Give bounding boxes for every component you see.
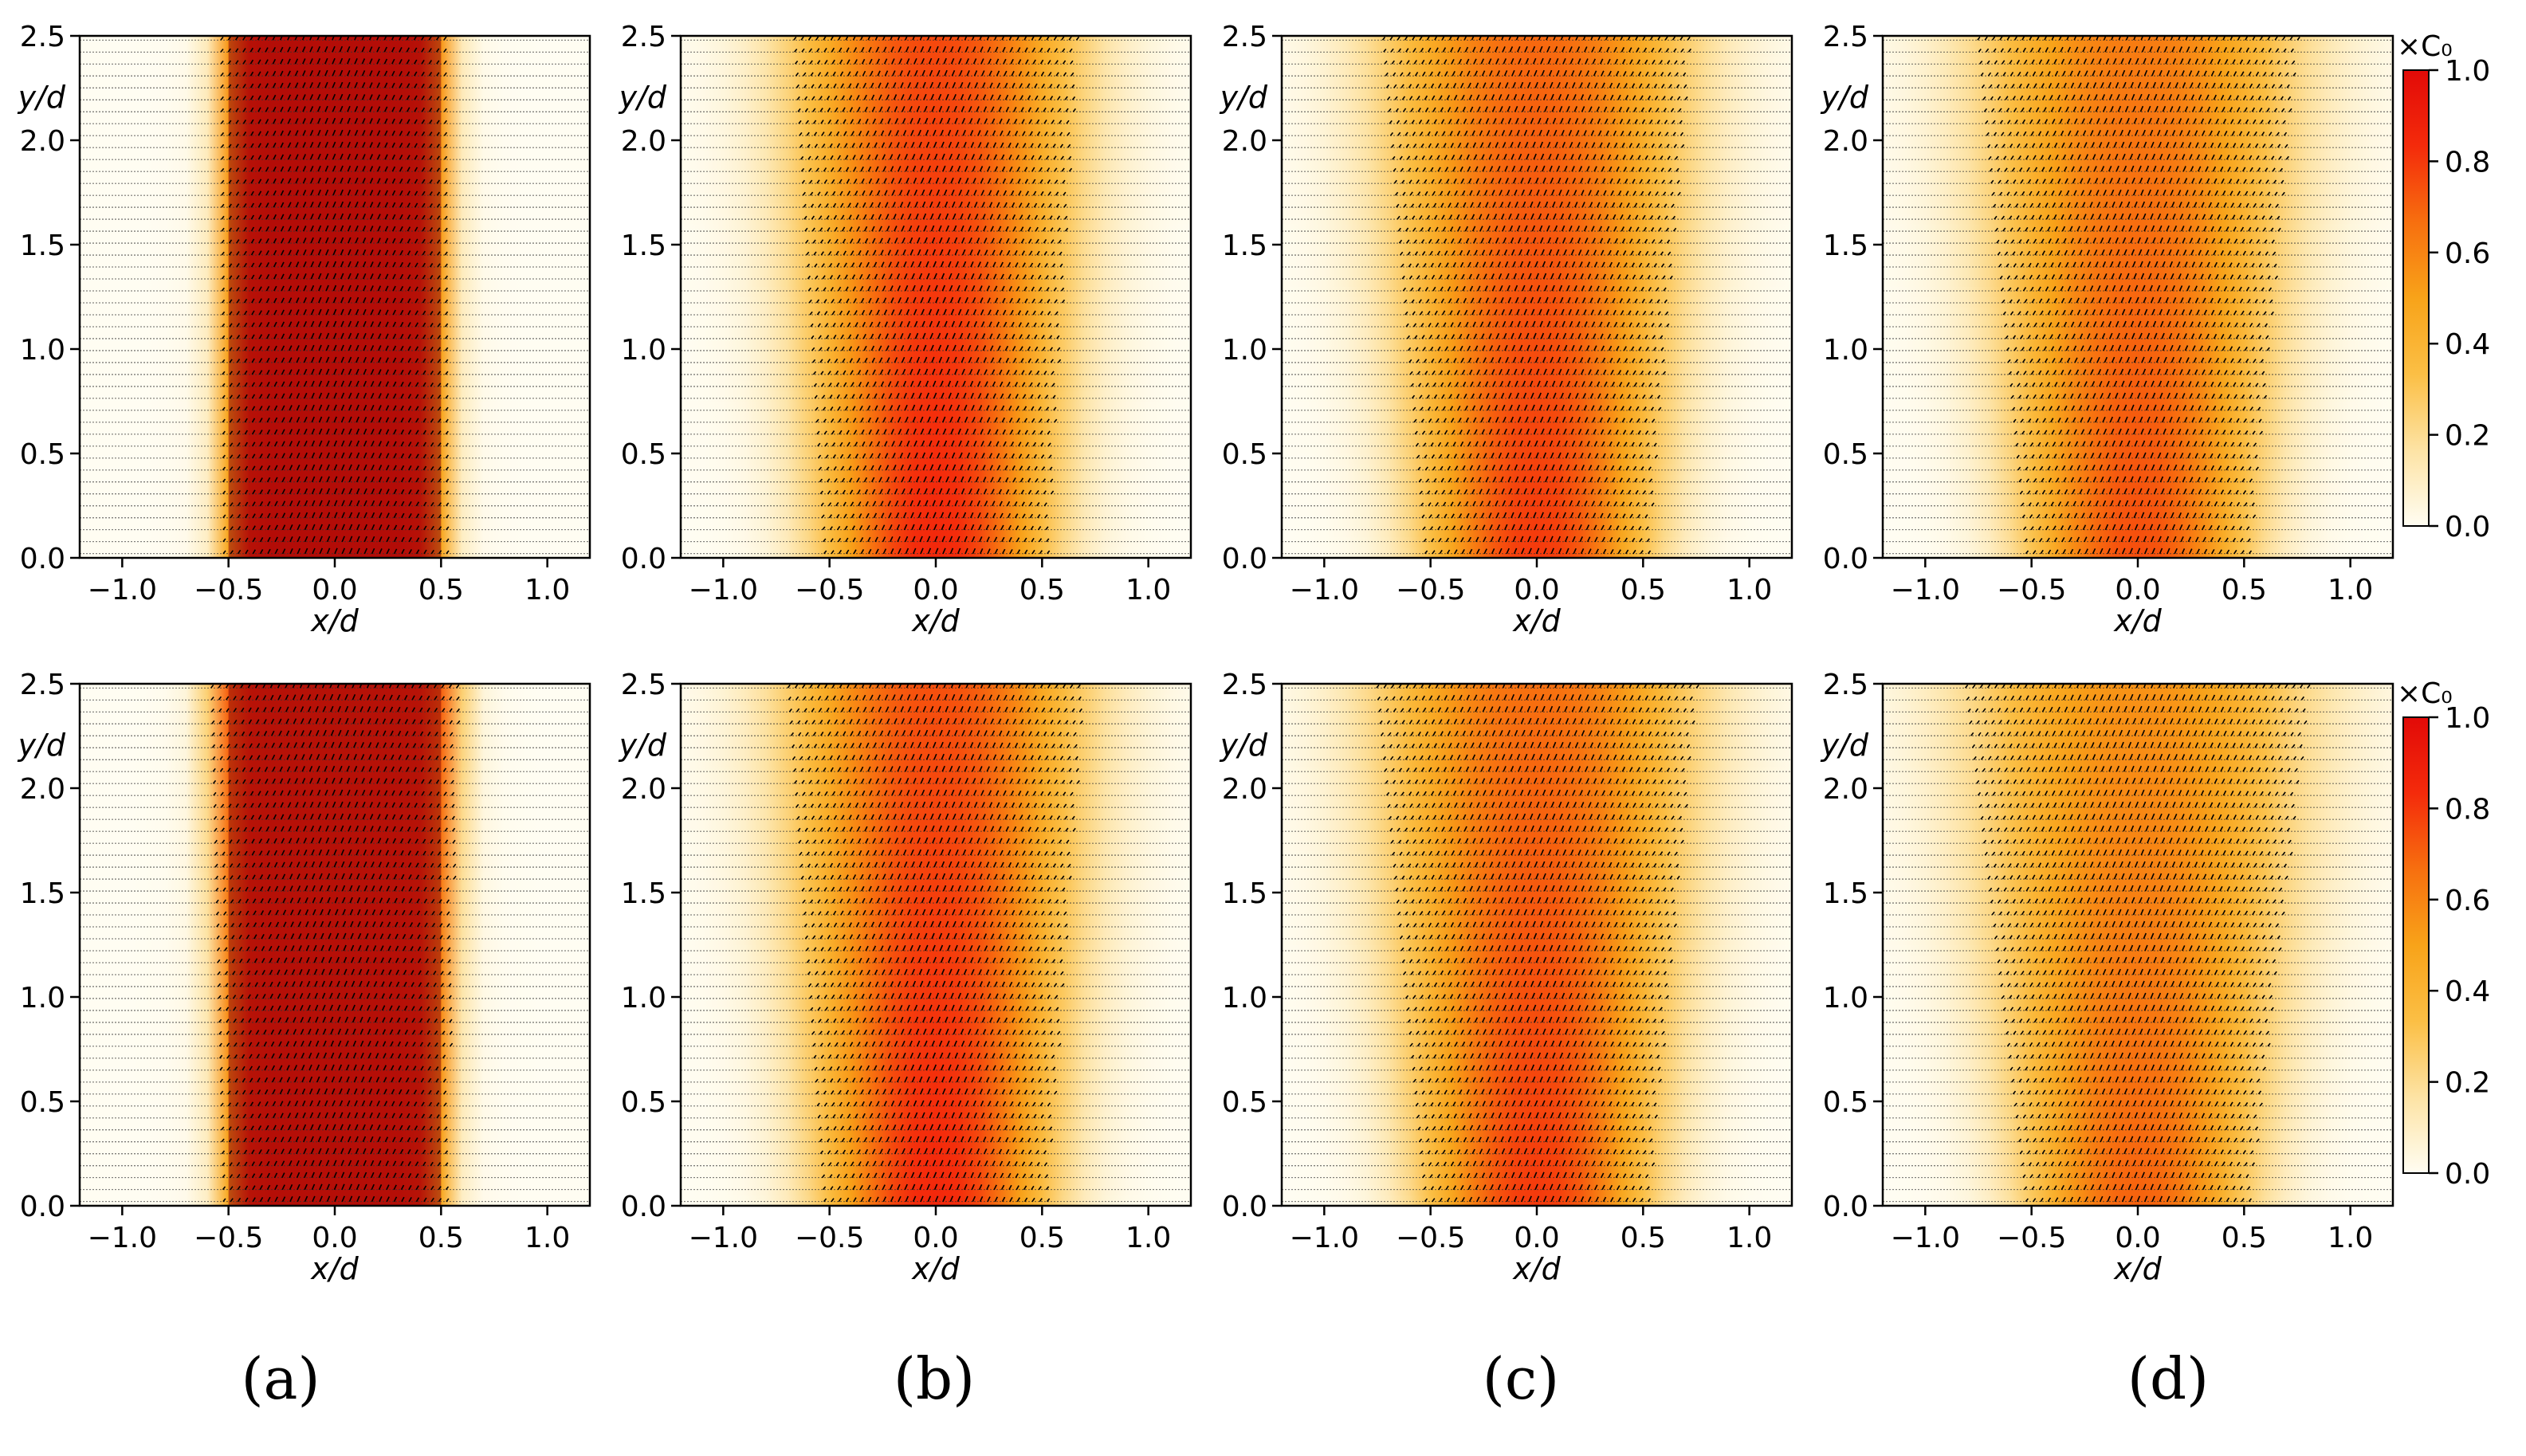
figure: −1.0 −0.5 0.0 0.5 1.00.00.51.01.52.02.5x/dy/…: [18, 21, 2491, 1412]
